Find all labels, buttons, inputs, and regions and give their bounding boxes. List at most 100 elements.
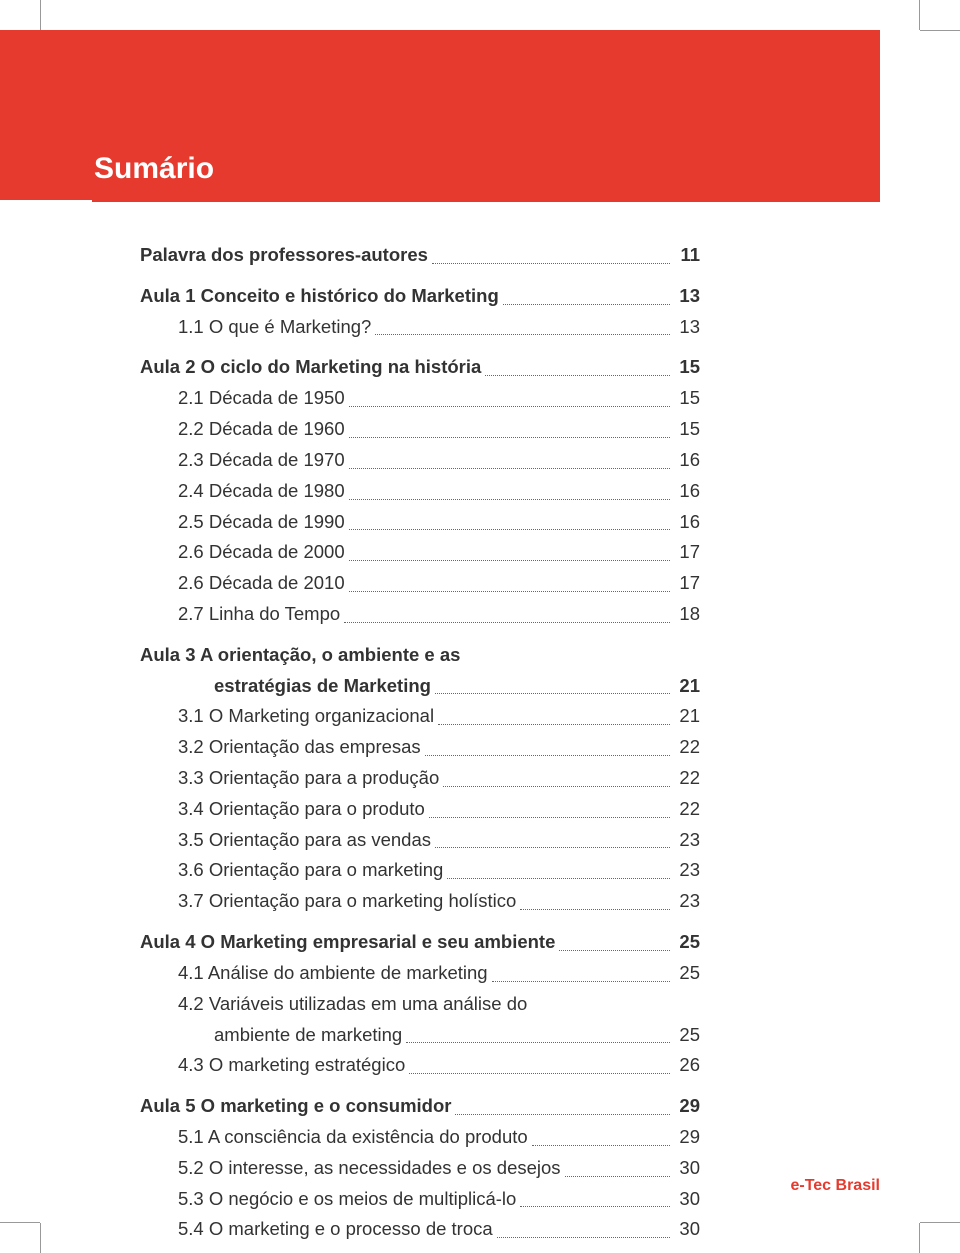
toc-leader-dots — [520, 908, 670, 910]
toc-page-number: 13 — [674, 314, 700, 341]
toc-leader-dots — [349, 590, 670, 592]
toc-page-number: 16 — [674, 478, 700, 505]
crop-mark — [0, 1222, 40, 1223]
toc-label: 3.7 Orientação para o marketing holístic… — [178, 888, 516, 915]
toc-row: 2.3 Década de 1970 16 — [140, 445, 700, 476]
toc-label: Aula 5 O marketing e o consumidor — [140, 1093, 451, 1120]
toc-row: 2.2 Década de 1960 15 — [140, 414, 700, 445]
toc-page-number: 23 — [674, 888, 700, 915]
toc-label: 3.4 Orientação para o produto — [178, 796, 425, 823]
toc-row: 2.6 Década de 2010 17 — [140, 568, 700, 599]
toc-row: 4.2 Variáveis utilizadas em uma análise … — [140, 989, 700, 1020]
toc-label: 2.5 Década de 1990 — [178, 509, 345, 536]
toc: Palavra dos professores-autores11 Aula 1 … — [140, 240, 700, 1245]
toc-page-number: 15 — [674, 354, 700, 381]
toc-page-number: 15 — [674, 416, 700, 443]
toc-row: Aula 5 O marketing e o consumidor29 — [140, 1091, 700, 1122]
toc-row: 2.1 Década de 195015 — [140, 383, 700, 414]
toc-leader-dots — [455, 1113, 670, 1115]
toc-label: 3.5 Orientação para as vendas — [178, 827, 431, 854]
toc-leader-dots — [443, 785, 670, 787]
toc-row: Aula 4 O Marketing empresarial e seu amb… — [140, 927, 700, 958]
toc-page-number: 25 — [674, 1022, 700, 1049]
toc-row: Aula 1 Conceito e histórico do Marketing… — [140, 281, 700, 312]
banner-rule — [92, 200, 880, 202]
toc-label: Aula 1 Conceito e histórico do Marketing — [140, 283, 499, 310]
toc-leader-dots — [349, 498, 670, 500]
toc-leader-dots — [349, 436, 670, 438]
toc-label: estratégias de Marketing — [214, 673, 431, 700]
toc-row: 3.4 Orientação para o produto 22 — [140, 794, 700, 825]
toc-page-number: 30 — [674, 1216, 700, 1243]
toc-label: ambiente de marketing — [214, 1022, 402, 1049]
toc-leader-dots — [485, 374, 670, 376]
toc-page-number: 17 — [674, 539, 700, 566]
toc-row: 3.7 Orientação para o marketing holístic… — [140, 886, 700, 917]
toc-row: estratégias de Marketing 21 — [140, 671, 700, 702]
toc-leader-dots — [349, 559, 670, 561]
toc-leader-dots — [349, 528, 670, 530]
toc-label: 3.6 Orientação para o marketing — [178, 857, 443, 884]
toc-row: 4.3 O marketing estratégico 26 — [140, 1050, 700, 1081]
toc-row: 3.3 Orientação para a produção22 — [140, 763, 700, 794]
toc-label: Aula 3 A orientação, o ambiente e as — [140, 642, 460, 669]
toc-row: Palavra dos professores-autores11 — [140, 240, 700, 271]
toc-label: 4.2 Variáveis utilizadas em uma análise … — [178, 991, 527, 1018]
toc-page-number: 22 — [674, 796, 700, 823]
toc-page-number: 29 — [674, 1124, 700, 1151]
toc-row: 2.4 Década de 198016 — [140, 476, 700, 507]
toc-row: 5.1 A consciência da existência do produ… — [140, 1122, 700, 1153]
toc-page-number: 16 — [674, 509, 700, 536]
toc-label: 2.6 Década de 2000 — [178, 539, 345, 566]
toc-leader-dots — [565, 1175, 670, 1177]
toc-label: 2.7 Linha do Tempo — [178, 601, 340, 628]
crop-mark — [920, 30, 960, 31]
toc-row: 3.1 O Marketing organizacional21 — [140, 701, 700, 732]
toc-leader-dots — [344, 621, 670, 623]
toc-page-number: 18 — [674, 601, 700, 628]
toc-page-number: 17 — [674, 570, 700, 597]
toc-leader-dots — [425, 754, 670, 756]
toc-label: 2.6 Década de 2010 — [178, 570, 345, 597]
toc-leader-dots — [349, 467, 670, 469]
toc-row: 1.1 O que é Marketing? 13 — [140, 312, 700, 343]
toc-page-number: 25 — [674, 929, 700, 956]
toc-label: 3.2 Orientação das empresas — [178, 734, 421, 761]
toc-leader-dots — [409, 1072, 670, 1074]
toc-row: Aula 2 O ciclo do Marketing na história1… — [140, 352, 700, 383]
toc-leader-dots — [447, 877, 670, 879]
toc-label: 2.3 Década de 1970 — [178, 447, 345, 474]
toc-leader-dots — [435, 846, 670, 848]
toc-row: Aula 3 A orientação, o ambiente e as — [140, 640, 700, 671]
toc-leader-dots — [532, 1144, 670, 1146]
toc-label: 2.2 Década de 1960 — [178, 416, 345, 443]
toc-leader-dots — [492, 980, 670, 982]
toc-page-number: 22 — [674, 734, 700, 761]
toc-leader-dots — [349, 405, 670, 407]
toc-row: 4.1 Análise do ambiente de marketing25 — [140, 958, 700, 989]
crop-mark — [919, 1223, 920, 1253]
toc-label: 5.1 A consciência da existência do produ… — [178, 1124, 528, 1151]
toc-label: 3.3 Orientação para a produção — [178, 765, 439, 792]
toc-row: 2.5 Década de 1990 16 — [140, 507, 700, 538]
toc-label: 5.4 O marketing e o processo de troca — [178, 1216, 493, 1243]
toc-page-number: 16 — [674, 447, 700, 474]
toc-label: 1.1 O que é Marketing? — [178, 314, 371, 341]
crop-mark — [40, 1223, 41, 1253]
crop-mark — [919, 0, 920, 30]
toc-leader-dots — [429, 816, 670, 818]
toc-label: 2.1 Década de 1950 — [178, 385, 345, 412]
toc-label: 4.3 O marketing estratégico — [178, 1052, 405, 1079]
toc-page-number: 30 — [674, 1155, 700, 1182]
toc-page-number: 13 — [674, 283, 700, 310]
toc-label: Aula 4 O Marketing empresarial e seu amb… — [140, 929, 555, 956]
toc-leader-dots — [497, 1236, 670, 1238]
toc-page-number: 11 — [674, 242, 700, 269]
toc-leader-dots — [432, 262, 670, 264]
toc-page-number: 21 — [674, 703, 700, 730]
crop-mark — [40, 0, 41, 30]
crop-mark — [920, 1222, 960, 1223]
toc-page-number: 21 — [674, 673, 700, 700]
toc-page-number: 26 — [674, 1052, 700, 1079]
toc-row: 3.5 Orientação para as vendas23 — [140, 825, 700, 856]
